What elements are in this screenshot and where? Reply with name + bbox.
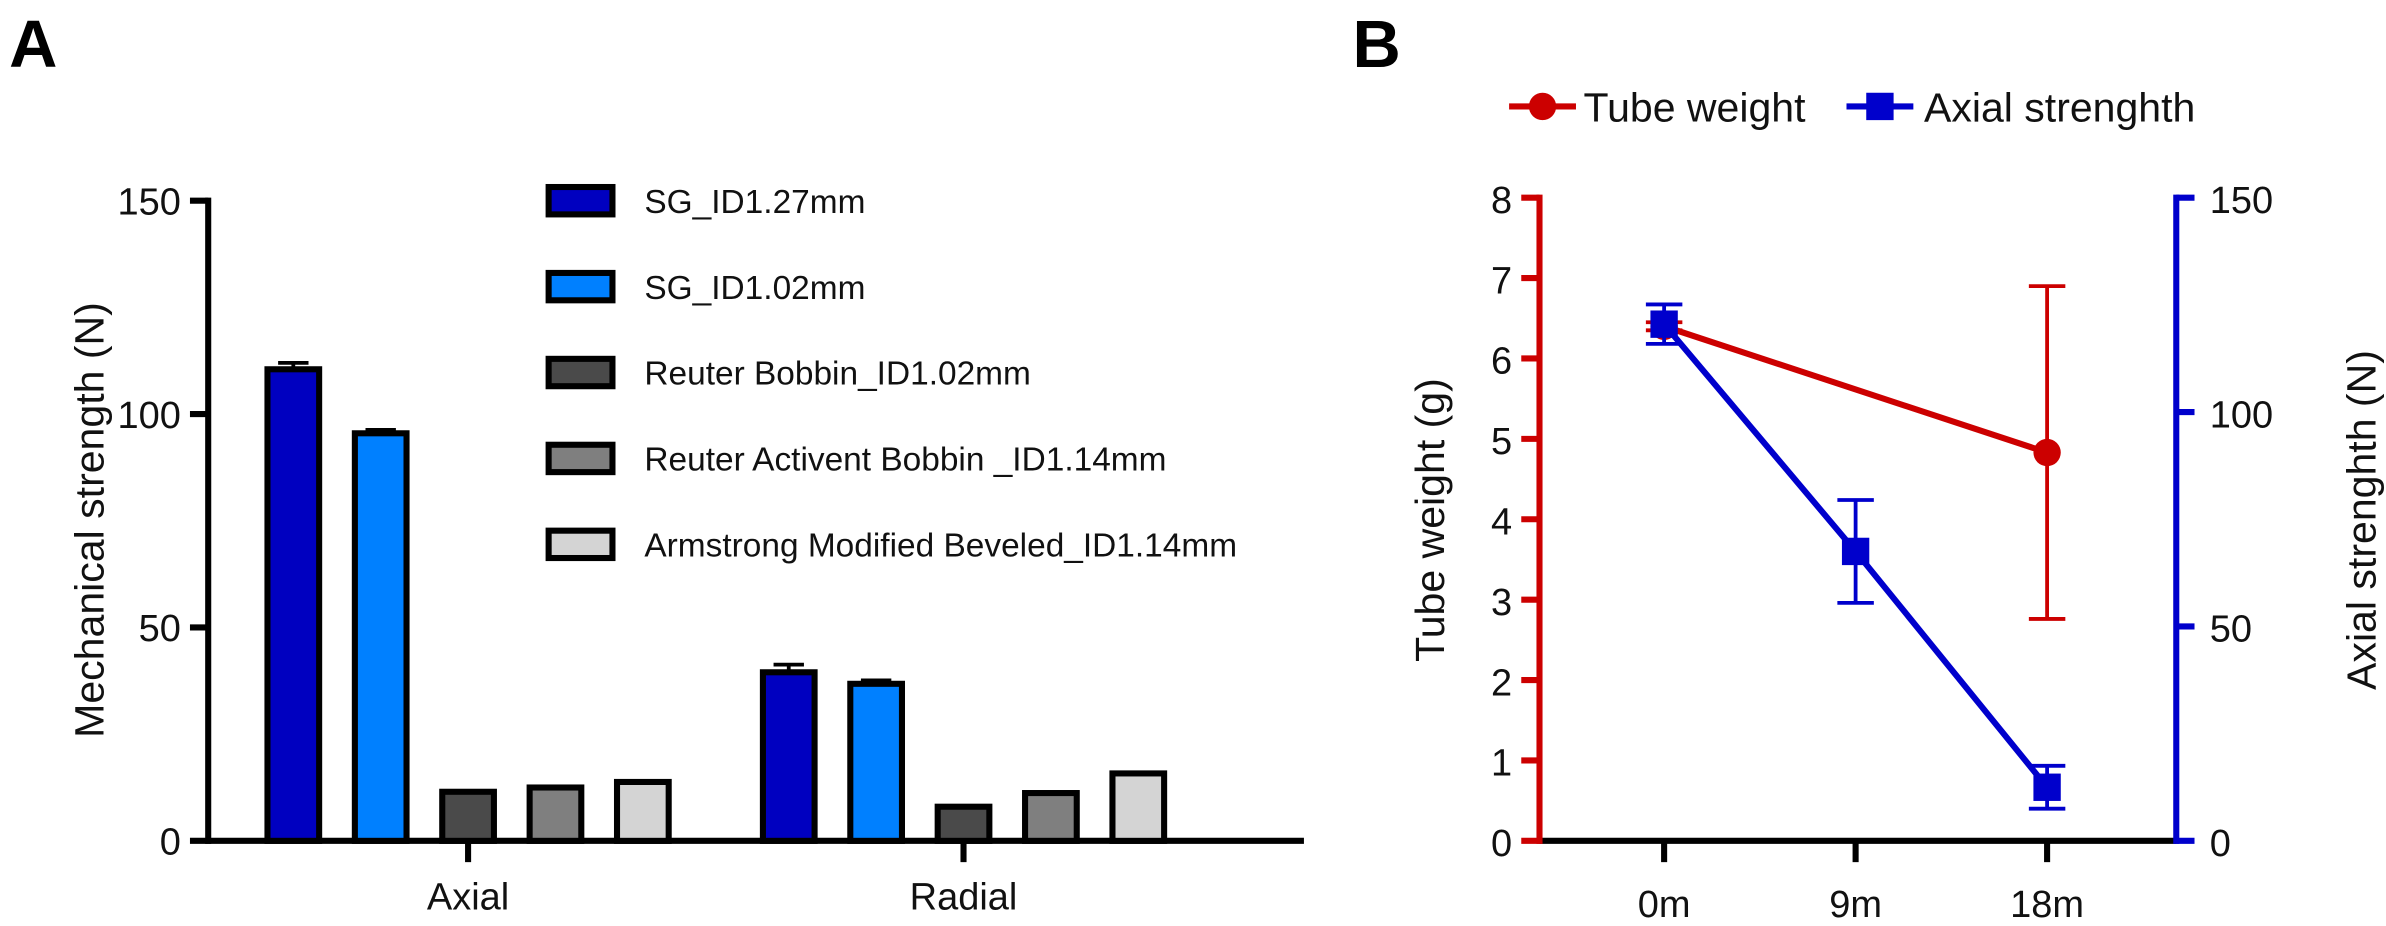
x-tick-label: 9m <box>1829 884 1882 926</box>
y-tick-label-left: 5 <box>1491 421 1512 463</box>
legend-label: Axial strenghth <box>1924 85 2195 131</box>
y-tick-label-left: 3 <box>1491 582 1512 624</box>
bar <box>1022 790 1080 844</box>
bar <box>934 803 993 844</box>
y-tick-label: 150 <box>117 181 180 223</box>
y-tick-label-left: 6 <box>1491 341 1512 383</box>
legend-label: SG_ID1.02mm <box>644 270 865 307</box>
legend-marker-square <box>1866 92 1894 121</box>
legend-marker-circle <box>1528 92 1557 121</box>
y-tick-label-left: 2 <box>1491 662 1512 704</box>
y-axis-label-right-b: Axial strenghth (N) <box>2338 350 2384 690</box>
y-tick-label-left: 8 <box>1491 180 1512 222</box>
y-tick-label: 100 <box>117 395 180 437</box>
legend-swatch <box>545 355 616 390</box>
x-tick-label: Radial <box>910 876 1018 918</box>
bar <box>847 680 906 844</box>
legend-label: Reuter Bobbin_ID1.02mm <box>644 356 1030 393</box>
data-point-square <box>2033 773 2061 801</box>
y-tick-label: 50 <box>139 608 181 650</box>
y-tick-label-right: 150 <box>2210 180 2273 222</box>
y-tick-label-right: 0 <box>2210 823 2231 865</box>
legend-swatch <box>545 441 616 476</box>
panel-label-a: A <box>9 7 57 82</box>
y-axis-label-a: Mechanical strength (N) <box>66 302 112 738</box>
x-tick-label: 18m <box>2010 884 2084 926</box>
bar <box>439 788 497 844</box>
legend-label: Tube weight <box>1584 85 1807 131</box>
y-tick-label-left: 0 <box>1491 823 1512 865</box>
y-tick-label-left: 1 <box>1491 743 1512 785</box>
legend-swatch <box>545 183 616 218</box>
legend-swatch <box>545 269 616 304</box>
panel-label-b: B <box>1353 7 1401 82</box>
y-tick-label-left: 7 <box>1491 260 1512 302</box>
x-tick-label: Axial <box>427 876 509 918</box>
line-chart-b: 0 1 2 3 4 5 6 7 8 0 50 100 150 0m 9m 18m Tube weight Axia… <box>1491 85 2273 926</box>
bar <box>1109 770 1168 844</box>
legend-swatch <box>545 527 616 562</box>
y-tick-label-left: 4 <box>1491 501 1512 543</box>
y-tick-label: 0 <box>160 822 181 864</box>
legend-label: SG_ID1.27mm <box>644 184 865 221</box>
bar <box>264 366 323 844</box>
legend-label: Armstrong Modified Beveled_ID1.14mm <box>644 528 1237 565</box>
bar <box>759 669 818 844</box>
y-tick-label-right: 100 <box>2210 394 2273 436</box>
data-point-square <box>1650 310 1678 338</box>
y-tick-label-right: 50 <box>2210 609 2252 651</box>
data-point-circle <box>2033 438 2061 467</box>
bar-chart-a: 0 50 100 150 Axial Radial SG_ID1.27mm SG_ID1.02… <box>117 181 1304 918</box>
data-point-square <box>1841 537 1870 566</box>
bar <box>351 430 410 844</box>
y-axis-label-left-b: Tube weight (g) <box>1407 378 1453 662</box>
series-line <box>1663 323 2049 456</box>
bar <box>526 784 585 844</box>
legend-label: Reuter Activent Bobbin _ID1.14mm <box>644 442 1166 479</box>
bar <box>613 778 672 844</box>
x-tick-label: 0m <box>1638 884 1691 926</box>
